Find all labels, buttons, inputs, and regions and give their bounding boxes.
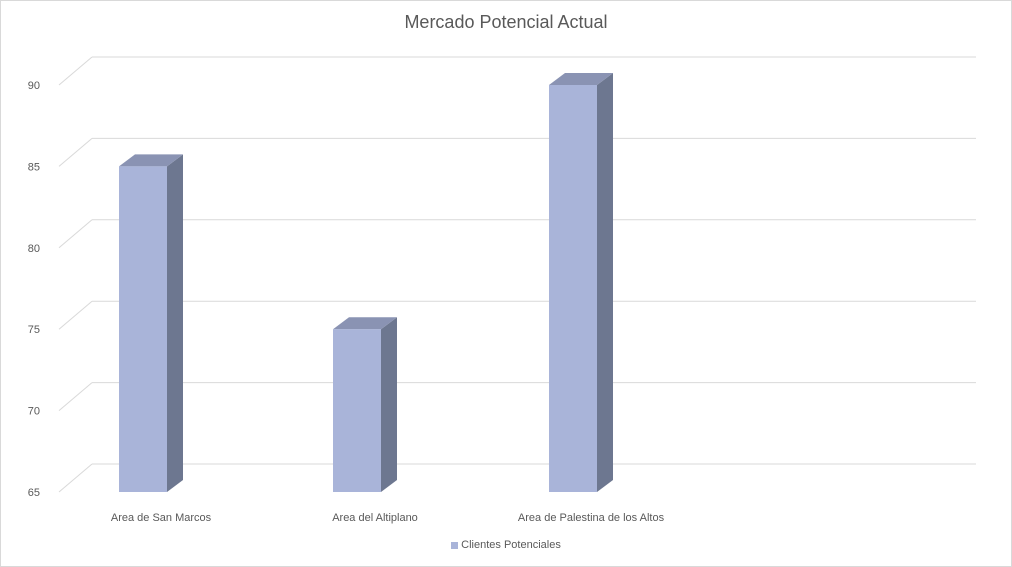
bar <box>549 85 597 492</box>
y-tick-label: 70 <box>28 406 40 418</box>
bar-side <box>597 73 613 492</box>
legend-swatch <box>451 541 459 549</box>
gridline-depth <box>58 138 93 167</box>
bar-top <box>119 154 183 167</box>
category-label: Area del Altiplano <box>332 512 418 524</box>
bar-top <box>549 73 613 85</box>
y-tick-label: 65 <box>28 487 40 499</box>
gridline-depth <box>58 219 93 249</box>
y-tick-label: 80 <box>28 243 40 255</box>
gridline-depth <box>58 56 93 86</box>
bar-top <box>333 317 397 330</box>
bar <box>333 329 381 492</box>
legend-label: Clientes Potenciales <box>461 539 561 551</box>
category-label: Area de San Marcos <box>111 512 212 524</box>
chart-title: Mercado Potencial Actual <box>404 12 608 32</box>
y-tick-label: 75 <box>28 324 40 336</box>
category-label: Area de Palestina de los Altos <box>518 512 665 524</box>
gridline-depth <box>58 382 93 411</box>
bar-side <box>167 154 183 492</box>
gridline-depth <box>58 463 93 493</box>
y-tick-label: 90 <box>28 80 40 92</box>
legend: Clientes Potenciales <box>0 539 1012 551</box>
bar-side <box>381 317 397 492</box>
bar <box>119 166 167 492</box>
gridline-depth <box>58 300 93 330</box>
y-tick-label: 85 <box>28 161 40 173</box>
